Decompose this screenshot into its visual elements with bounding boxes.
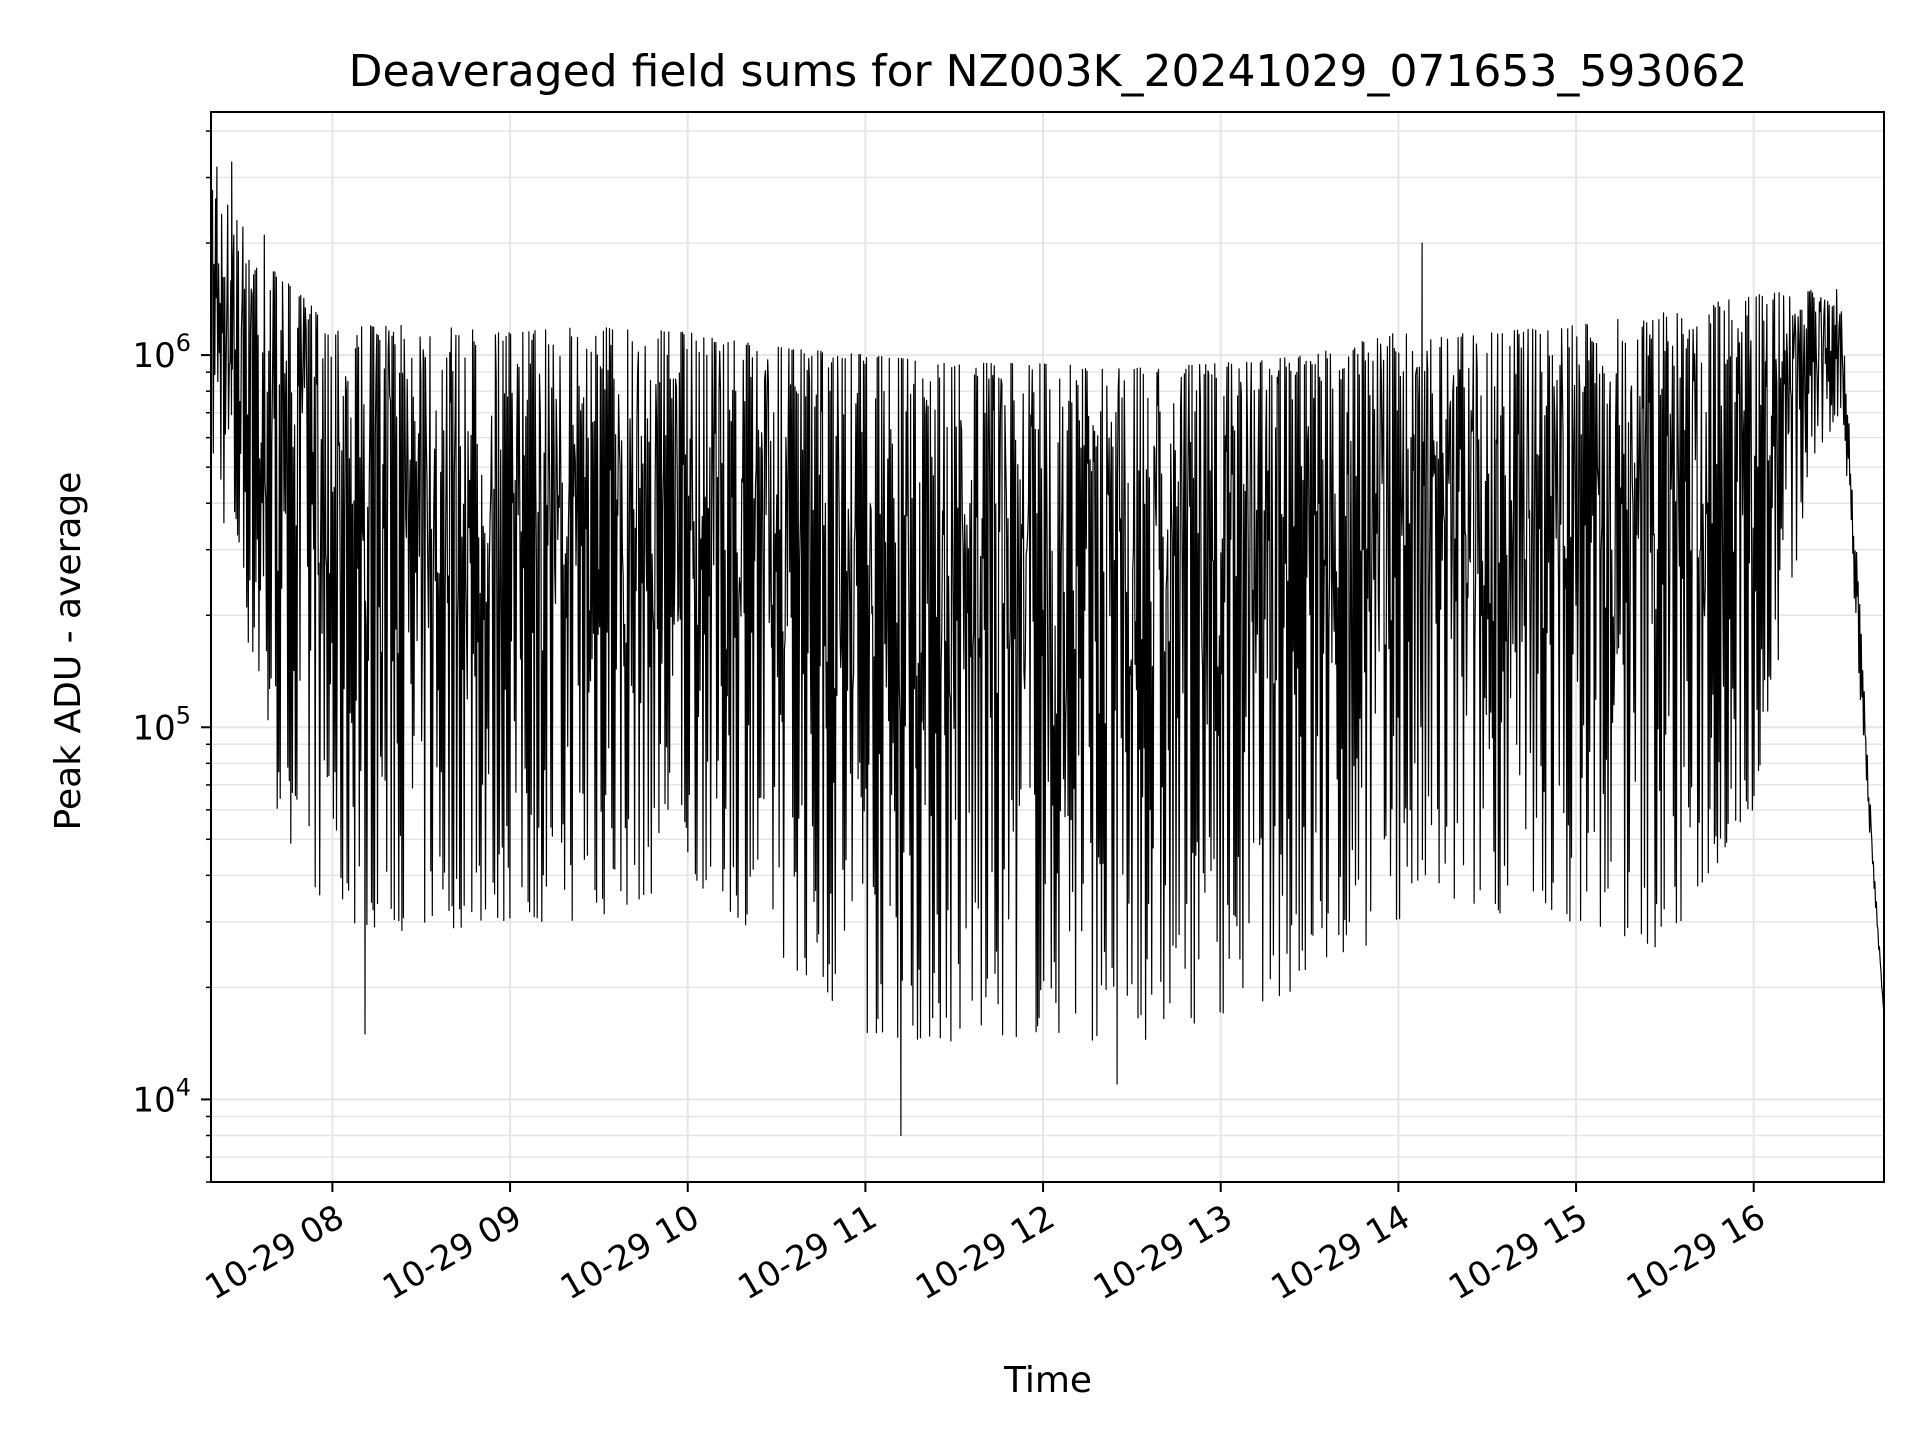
y-axis-label: Peak ADU - average: [48, 472, 89, 831]
y-tick-label: 105: [132, 701, 191, 748]
y-tick-label: 106: [132, 329, 191, 376]
plot-frame: [210, 111, 1885, 1183]
y-tick-label: 104: [132, 1073, 191, 1120]
series-line-group: [210, 161, 1885, 1137]
series-line: [210, 161, 1885, 1137]
x-axis-label: Time: [1003, 1360, 1092, 1401]
y-axis-ticks: 104 105 106: [132, 130, 211, 1183]
chart-title: Deaveraged field sums for NZ003K_2024102…: [349, 46, 1748, 97]
